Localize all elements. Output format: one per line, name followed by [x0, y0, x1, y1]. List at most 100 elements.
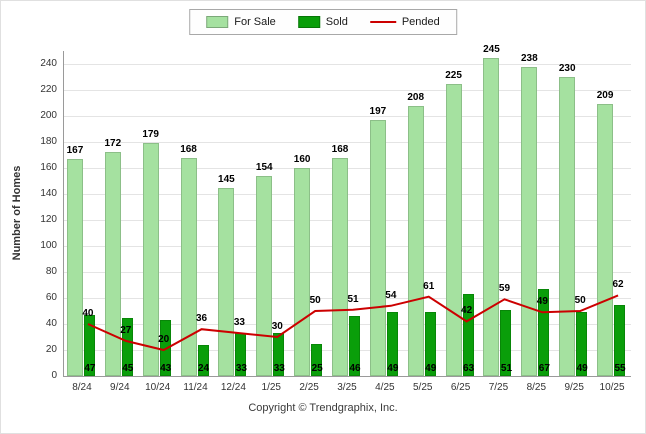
pended-line-swatch-icon: [369, 21, 396, 23]
sold-value-label: 51: [500, 363, 513, 374]
legend-item-for-sale: For Sale: [206, 16, 276, 28]
for-sale-value-label: 197: [369, 105, 387, 117]
sold-value-label: 55: [614, 363, 626, 374]
for-sale-value-label: 168: [180, 143, 197, 155]
for-sale-value-label: 168: [331, 143, 349, 155]
y-tick-label: 80: [45, 266, 57, 277]
for-sale-value-label: 160: [293, 154, 311, 165]
x-tick-label: 5/25: [412, 382, 433, 393]
for-sale-value-label: 154: [255, 161, 273, 173]
y-tick-label: 100: [40, 240, 57, 251]
for-sale-value-label: 179: [142, 129, 159, 141]
pended-value-label: 33: [233, 317, 245, 329]
sold-value-label: 49: [576, 363, 588, 374]
sold-value-label: 67: [538, 363, 550, 374]
sold-value-label: 63: [463, 363, 475, 374]
gridline: [63, 142, 631, 143]
legend: For Sale Sold Pended: [189, 9, 457, 35]
legend-item-pended: Pended: [369, 16, 440, 28]
for-sale-bar: [369, 119, 386, 376]
sold-value-label: 49: [425, 363, 437, 374]
for-sale-bar: [445, 83, 462, 376]
pended-value-label: 59: [498, 283, 511, 295]
for-sale-bar: [597, 104, 614, 376]
y-tick-label: 20: [45, 344, 57, 355]
y-tick-label: 240: [40, 58, 57, 69]
for-sale-bar: [521, 66, 538, 376]
pended-value-label: 27: [120, 324, 132, 336]
sold-value-label: 45: [122, 363, 134, 374]
sold-value-label: 49: [387, 363, 399, 374]
x-tick-label: 8/24: [72, 382, 92, 393]
y-tick-label: 180: [40, 136, 57, 147]
x-tick-label: 4/25: [375, 382, 395, 393]
x-tick-label: 11/24: [183, 382, 208, 393]
for-sale-swatch-icon: [206, 16, 229, 28]
for-sale-bar: [483, 57, 500, 376]
y-tick-label: 220: [40, 84, 57, 95]
for-sale-value-label: 172: [104, 138, 122, 150]
for-sale-bar: [66, 158, 83, 376]
x-tick-label: 2/25: [299, 382, 319, 393]
pended-value-label: 40: [82, 308, 94, 319]
pended-value-label: 61: [423, 280, 435, 292]
y-tick-label: 200: [40, 110, 57, 121]
for-sale-value-label: 238: [520, 52, 538, 64]
for-sale-value-label: 245: [483, 43, 500, 55]
x-tick-label: 7/25: [488, 382, 509, 393]
for-sale-value-label: 167: [66, 144, 84, 156]
legend-item-sold: Sold: [297, 16, 348, 28]
sold-value-label: 43: [160, 363, 172, 374]
pended-value-label: 49: [536, 296, 548, 308]
gridline: [63, 64, 631, 65]
for-sale-bar: [559, 77, 576, 376]
sold-value-label: 33: [273, 363, 285, 374]
y-tick-label: 140: [40, 188, 57, 199]
sold-value-label: 46: [349, 363, 361, 374]
pended-value-label: 62: [612, 279, 624, 291]
legend-label-for-sale: For Sale: [234, 16, 276, 28]
for-sale-bar: [332, 157, 348, 376]
x-tick-label: 8/25: [526, 382, 547, 393]
pended-value-label: 20: [158, 334, 170, 345]
pended-value-label: 54: [385, 289, 397, 301]
pended-value-label: 42: [461, 305, 473, 317]
sold-value-label: 25: [311, 363, 323, 374]
for-sale-value-label: 145: [218, 173, 235, 185]
sold-value-label: 24: [197, 363, 210, 374]
for-sale-value-label: 230: [558, 63, 576, 74]
for-sale-value-label: 208: [407, 91, 425, 103]
pended-value-label: 50: [574, 295, 586, 306]
legend-label-pended: Pended: [401, 16, 440, 28]
for-sale-bar: [104, 152, 121, 376]
x-tick-label: 9/25: [564, 382, 584, 393]
for-sale-bar: [218, 187, 235, 376]
x-tick-label: 10/24: [145, 382, 171, 393]
y-axis-line: [63, 51, 64, 376]
x-tick-label: 6/25: [450, 382, 471, 393]
sold-value-label: 47: [84, 363, 96, 374]
pended-value-label: 36: [195, 313, 208, 325]
y-tick-label: 40: [45, 318, 57, 329]
gridline: [63, 116, 631, 117]
pended-value-label: 51: [347, 293, 359, 305]
pended-value-label: 30: [271, 321, 283, 332]
x-axis-line: [63, 376, 631, 377]
footer-copyright: Copyright © Trendgraphix, Inc.: [248, 402, 398, 414]
x-tick-label: 12/24: [220, 382, 246, 393]
y-tick-label: 60: [45, 292, 57, 303]
for-sale-value-label: 209: [596, 90, 614, 102]
x-tick-label: 9/24: [110, 382, 130, 393]
y-tick-label: 160: [40, 162, 57, 173]
y-tick-label: 120: [40, 214, 57, 225]
x-tick-label: 3/25: [337, 382, 357, 393]
legend-label-sold: Sold: [325, 16, 348, 28]
sold-swatch-icon: [297, 16, 320, 28]
pended-value-label: 50: [309, 295, 321, 306]
for-sale-bar: [294, 168, 311, 376]
gridline: [63, 90, 631, 91]
for-sale-value-label: 225: [445, 69, 462, 81]
x-tick-label: 10/25: [599, 382, 625, 393]
for-sale-bar: [256, 175, 273, 376]
